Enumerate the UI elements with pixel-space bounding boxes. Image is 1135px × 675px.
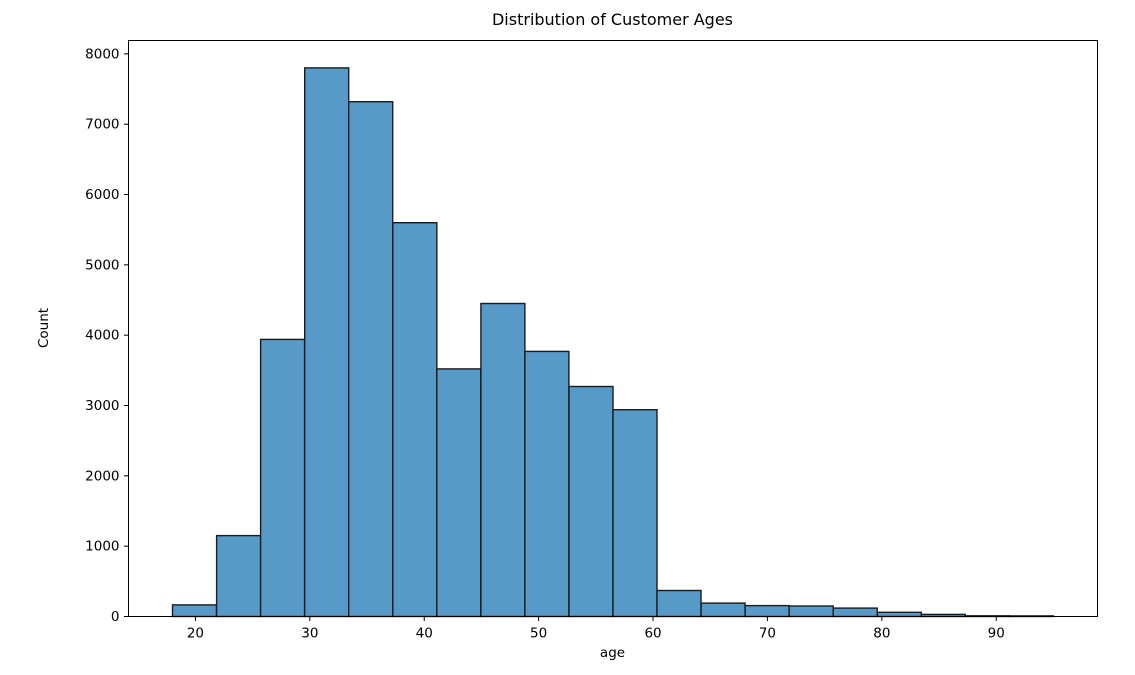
chart-title: Distribution of Customer Ages xyxy=(491,10,734,29)
x-tick-label: 30 xyxy=(301,626,318,642)
x-tick-label: 90 xyxy=(988,626,1005,642)
histogram-bar xyxy=(215,534,262,618)
y-tick-label: 6000 xyxy=(85,187,119,203)
axes-spines xyxy=(128,40,1098,617)
histogram-bar xyxy=(612,409,658,618)
histogram-bar xyxy=(392,221,438,618)
histogram-bar xyxy=(744,604,790,618)
histogram-bar xyxy=(568,385,614,618)
y-tick-label: 0 xyxy=(111,609,120,625)
histogram-bar xyxy=(348,100,394,618)
histogram-bar xyxy=(700,602,746,618)
x-tick-label: 80 xyxy=(873,626,890,642)
histogram-bar xyxy=(656,589,702,618)
x-tick-label: 50 xyxy=(530,626,547,642)
histogram-bar xyxy=(788,605,834,618)
y-tick-label: 3000 xyxy=(85,398,119,414)
histogram-bar xyxy=(524,350,570,618)
histogram-bar xyxy=(876,611,922,618)
histogram-bar xyxy=(480,302,526,618)
x-axis-label: age xyxy=(599,645,626,661)
x-tick-label: 60 xyxy=(644,626,661,642)
y-tick-label: 2000 xyxy=(85,468,119,484)
histogram-bar xyxy=(304,67,350,618)
histogram-bar xyxy=(259,338,306,618)
histogram-bar xyxy=(436,368,482,618)
y-tick-label: 4000 xyxy=(85,328,119,344)
histogram-bar xyxy=(171,604,218,618)
x-tick-label: 40 xyxy=(416,626,433,642)
x-tick-label: 20 xyxy=(187,626,204,642)
y-tick-label: 7000 xyxy=(85,117,119,133)
histogram-bar xyxy=(832,607,878,618)
x-tick-label: 70 xyxy=(759,626,776,642)
y-tick-label: 8000 xyxy=(85,46,119,62)
y-tick-label: 1000 xyxy=(85,539,119,555)
y-tick-label: 5000 xyxy=(85,257,119,273)
